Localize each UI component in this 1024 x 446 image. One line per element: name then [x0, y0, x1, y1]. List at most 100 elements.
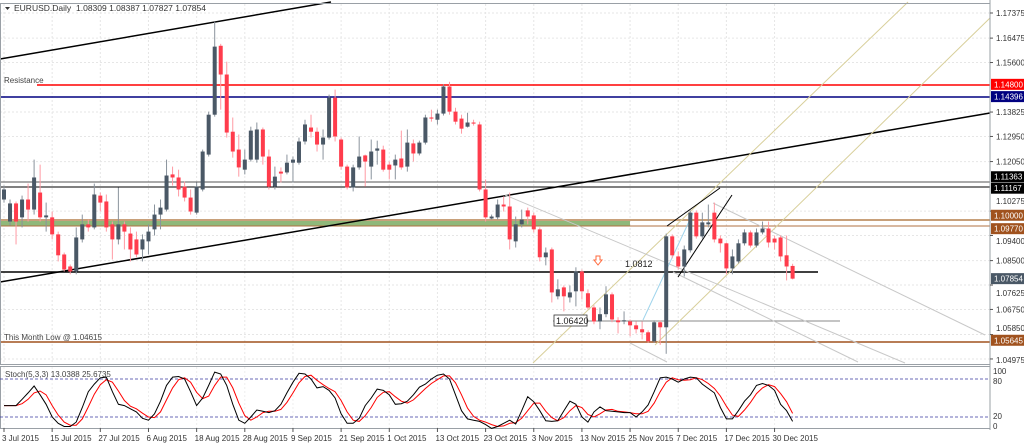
candle — [339, 137, 344, 170]
candle — [44, 202, 49, 232]
price-marker-label: 1.07854 — [994, 275, 1023, 284]
date-tick-label: 6 Aug 2015 — [146, 434, 187, 443]
candle-body — [212, 46, 217, 115]
candle — [363, 154, 368, 187]
candle — [303, 119, 307, 145]
channel-bottom-trendline[interactable] — [0, 112, 991, 283]
fib-line-1[interactable] — [532, 1, 909, 364]
candle-body — [778, 237, 783, 257]
candle — [784, 235, 789, 281]
wedge-bottom-line[interactable] — [677, 194, 733, 278]
candle-body — [345, 166, 350, 188]
candle-body — [44, 215, 49, 218]
candle — [345, 164, 350, 190]
candle-body — [387, 164, 392, 170]
price-marker: 1.11363 — [991, 171, 1024, 183]
candle — [200, 149, 205, 192]
candle-body — [351, 167, 356, 188]
candle-body — [248, 130, 253, 160]
date-tick-label: 25 Nov 2015 — [628, 434, 674, 443]
candle — [38, 164, 43, 222]
candle-body — [706, 222, 711, 225]
candle — [754, 228, 759, 248]
wedge-top-line[interactable] — [666, 187, 721, 227]
candle — [56, 231, 61, 262]
candle — [122, 221, 127, 250]
candle — [525, 207, 530, 225]
down-arrow-icon — [592, 255, 604, 266]
level-label-1-0812: 1.0812 — [625, 259, 653, 269]
candle — [381, 145, 386, 172]
stoch-k-line — [4, 371, 794, 429]
price-marker-bg — [991, 78, 1024, 90]
candle — [658, 320, 663, 345]
candle-body — [561, 287, 566, 297]
candle — [242, 149, 247, 175]
candle — [622, 311, 627, 325]
candle-body — [724, 243, 729, 269]
candle-body — [507, 206, 512, 240]
price-tick-label: 1.13825 — [996, 108, 1024, 117]
candle-body — [363, 155, 368, 162]
candle — [387, 161, 392, 180]
candle — [152, 204, 157, 236]
candle — [628, 319, 633, 337]
candle-body — [435, 113, 440, 120]
channel-gray-line-2[interactable] — [712, 202, 986, 336]
candle-body — [730, 256, 735, 269]
dropdown-triangle-icon[interactable] — [5, 7, 10, 10]
price-tick-label: 1.04975 — [996, 356, 1024, 365]
candle-body — [278, 171, 283, 174]
candle-body — [501, 204, 506, 207]
candle — [375, 140, 380, 165]
price-marker-bg — [991, 91, 1024, 103]
stoch-title: Stoch(5,3,3) 13.0388 25.6735 — [5, 370, 111, 379]
grid — [0, 4, 990, 428]
candle-body — [597, 314, 602, 322]
candle-body — [459, 118, 464, 129]
candle-body — [658, 322, 663, 328]
candle — [357, 136, 362, 170]
candle-body — [646, 332, 651, 342]
candle — [610, 292, 615, 323]
level-label-box — [553, 314, 588, 327]
stoch-tick-label: 80 — [993, 377, 1002, 386]
candle-body — [315, 131, 320, 145]
candle-body — [321, 137, 326, 145]
channel-gray-line-3[interactable] — [672, 271, 859, 363]
candle — [266, 149, 271, 190]
candle — [760, 221, 765, 235]
channel-gray-line-1[interactable] — [504, 194, 906, 364]
channel-gray-line-4[interactable] — [629, 342, 668, 363]
candle-body — [110, 224, 115, 240]
candle-body — [32, 177, 37, 210]
candle — [272, 166, 277, 190]
price-tick-label: 1.05850 — [996, 324, 1024, 333]
channel-top-trendline[interactable] — [0, 1, 332, 60]
candle — [459, 114, 464, 134]
candle-body — [62, 254, 67, 270]
candle-body — [327, 97, 332, 138]
candle — [92, 183, 97, 230]
candle-body — [146, 231, 151, 242]
candle-body — [676, 256, 681, 267]
candle — [465, 112, 470, 128]
candle — [441, 84, 446, 116]
candle-body — [74, 237, 79, 272]
price-marker-label: 1.14396 — [994, 93, 1023, 102]
candle-body — [128, 233, 133, 250]
candle — [724, 242, 729, 275]
candle — [296, 137, 301, 165]
date-tick-label: 21 Sep 2015 — [339, 434, 385, 443]
candle-body — [296, 141, 301, 163]
candles — [2, 21, 795, 354]
candle-body — [543, 252, 548, 258]
date-tick-label: 9 Sep 2015 — [291, 434, 332, 443]
candle-body — [634, 325, 639, 330]
candle — [748, 230, 753, 248]
candle — [224, 61, 229, 138]
candle — [417, 140, 422, 156]
candle — [284, 154, 289, 175]
candle — [423, 114, 428, 145]
